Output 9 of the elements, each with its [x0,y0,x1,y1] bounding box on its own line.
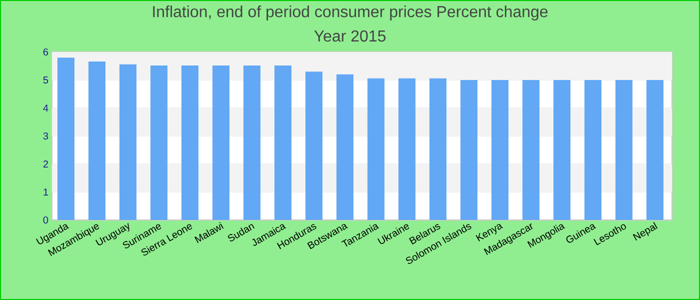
y-tick-label: 6 [43,48,48,56]
y-tick-label: 4 [43,104,48,112]
chart-subtitle: Year 2015 [314,30,386,42]
y-tick-label: 1 [44,188,48,196]
y-tick-label: 0 [43,216,48,224]
chart-title: Inflation, end of period consumer prices Percent change [153,6,548,20]
y-tick-label: 3 [43,132,48,140]
y-tick-label: 2 [43,160,48,168]
y-tick-label: 5 [43,76,48,84]
